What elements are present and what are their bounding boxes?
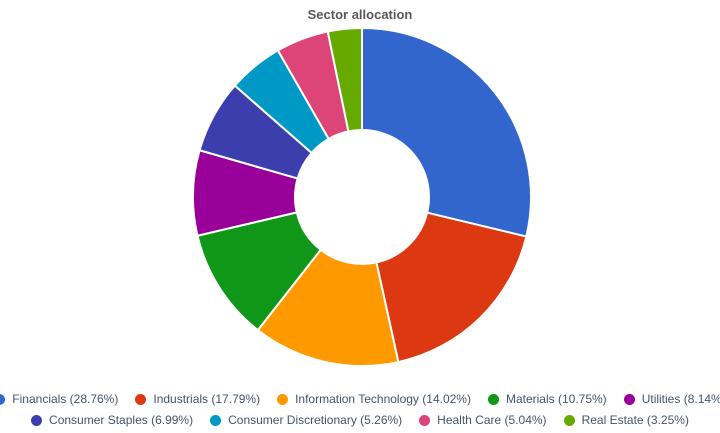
donut-slice-real-estate[interactable]	[326, 26, 363, 133]
legend-item-financials[interactable]: Financials (28.76%)	[0, 392, 118, 406]
legend-item-utilities[interactable]: Utilities (8.14%)	[623, 392, 720, 406]
legend-item-health-care[interactable]: Health Care (5.04%)	[419, 413, 547, 427]
legend-label: Information Technology (14.02%)	[295, 392, 471, 406]
legend-row-2: Consumer Staples (6.99%) Consumer Discret…	[0, 413, 720, 427]
legend-color-dot-icon	[277, 393, 289, 405]
legend-color-dot-icon	[31, 414, 43, 426]
legend-label: Consumer Discretionary (5.26%)	[228, 413, 403, 427]
legend-label: Industrials (17.79%)	[153, 392, 261, 406]
legend-color-dot-icon	[563, 414, 575, 426]
legend-label: Real Estate (3.25%)	[581, 413, 689, 427]
legend-item-materials[interactable]: Materials (10.75%)	[487, 392, 607, 406]
legend-item-consumer-staples[interactable]: Consumer Staples (6.99%)	[31, 413, 193, 427]
legend-label: Consumer Staples (6.99%)	[49, 413, 194, 427]
legend-item-real-estate[interactable]: Real Estate (3.25%)	[563, 413, 689, 427]
legend-item-information-technology[interactable]: Information Technology (14.02%)	[277, 392, 471, 406]
legend-item-consumer-discretionary[interactable]: Consumer Discretionary (5.26%)	[210, 413, 402, 427]
legend-color-dot-icon	[623, 393, 635, 405]
legend-label: Utilities (8.14%)	[641, 392, 720, 406]
chart-title: Sector allocation	[307, 7, 413, 22]
legend-color-dot-icon	[135, 393, 147, 405]
chart-legend: Financials (28.76%) Industrials (17.79%) I…	[0, 392, 720, 427]
donut-slice-financials[interactable]	[361, 26, 532, 238]
legend-color-dot-icon	[419, 414, 431, 426]
legend-color-dot-icon	[210, 414, 222, 426]
legend-label: Materials (10.75%)	[505, 392, 607, 406]
legend-label: Financials (28.76%)	[12, 392, 119, 406]
legend-color-dot-icon	[0, 393, 6, 405]
donut-slice-industrials[interactable]	[375, 211, 528, 364]
legend-item-industrials[interactable]: Industrials (17.79%)	[135, 392, 260, 406]
legend-color-dot-icon	[487, 393, 499, 405]
donut-slice-information-technology[interactable]	[256, 248, 400, 367]
legend-label: Health Care (5.04%)	[437, 413, 547, 427]
legend-row-1: Financials (28.76%) Industrials (17.79%) I…	[0, 392, 720, 406]
